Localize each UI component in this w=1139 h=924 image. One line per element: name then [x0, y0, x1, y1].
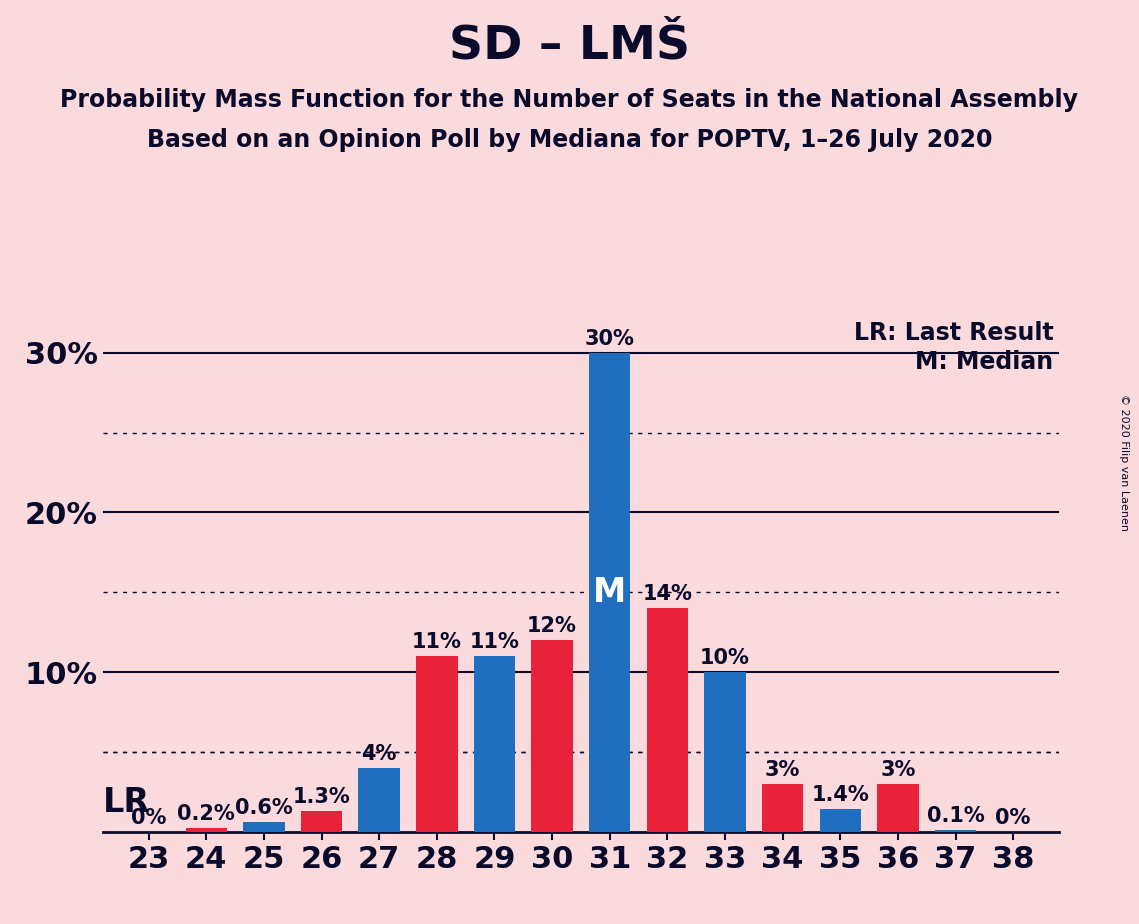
Text: 0%: 0% [995, 808, 1031, 828]
Bar [359, 768, 400, 832]
Text: 0.2%: 0.2% [178, 805, 235, 824]
Text: 0%: 0% [131, 808, 166, 828]
Text: 11%: 11% [469, 632, 519, 652]
Bar [877, 784, 919, 832]
Bar [704, 672, 746, 832]
Bar [243, 822, 285, 832]
Text: 3%: 3% [765, 760, 801, 780]
Text: 0.1%: 0.1% [927, 806, 984, 826]
Text: 0.6%: 0.6% [235, 798, 293, 818]
Bar [531, 640, 573, 832]
Bar [935, 830, 976, 832]
Bar [186, 829, 227, 832]
Bar [589, 353, 631, 832]
Text: SD – LMŠ: SD – LMŠ [449, 23, 690, 68]
Text: 1.3%: 1.3% [293, 787, 351, 807]
Text: 30%: 30% [584, 329, 634, 349]
Text: M: M [593, 576, 626, 609]
Bar [416, 656, 458, 832]
Bar [301, 811, 343, 832]
Text: M: Median: M: Median [916, 349, 1054, 373]
Text: 11%: 11% [412, 632, 461, 652]
Bar [762, 784, 803, 832]
Bar [474, 656, 515, 832]
Text: 14%: 14% [642, 584, 693, 604]
Text: 10%: 10% [700, 648, 749, 668]
Text: 4%: 4% [361, 744, 396, 764]
Text: © 2020 Filip van Laenen: © 2020 Filip van Laenen [1120, 394, 1129, 530]
Text: Based on an Opinion Poll by Mediana for POPTV, 1–26 July 2020: Based on an Opinion Poll by Mediana for … [147, 128, 992, 152]
Text: LR: LR [103, 786, 149, 820]
Text: LR: Last Result: LR: Last Result [854, 321, 1054, 345]
Text: 1.4%: 1.4% [811, 785, 869, 805]
Text: 12%: 12% [527, 616, 577, 636]
Bar [647, 608, 688, 832]
Text: Probability Mass Function for the Number of Seats in the National Assembly: Probability Mass Function for the Number… [60, 88, 1079, 112]
Bar [819, 809, 861, 832]
Text: 3%: 3% [880, 760, 916, 780]
